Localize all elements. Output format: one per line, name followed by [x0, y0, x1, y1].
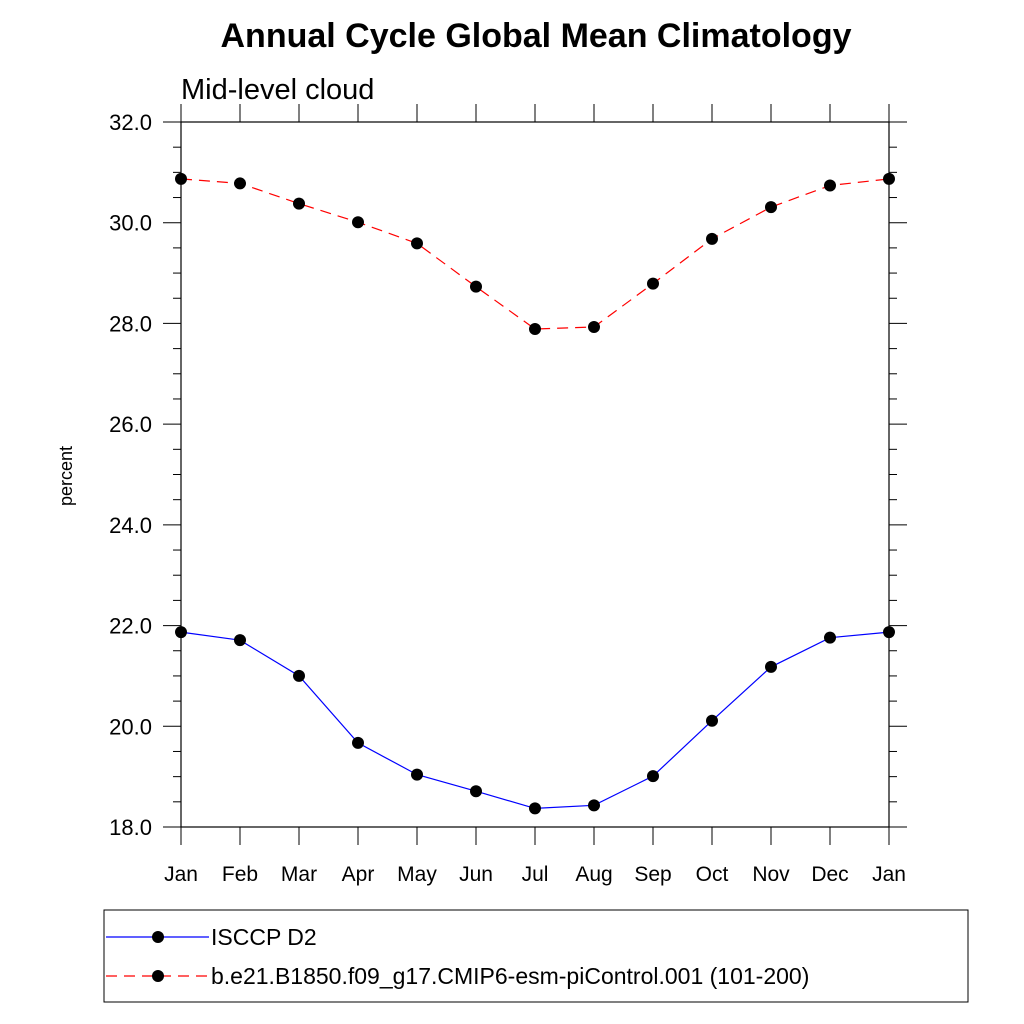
- series-1-point: [470, 785, 482, 798]
- y-tick-label: 18.0: [109, 815, 152, 840]
- series-1-point: [234, 634, 246, 647]
- y-tick-label: 20.0: [109, 714, 152, 739]
- x-tick-label: Apr: [342, 863, 375, 886]
- chart-title: Annual Cycle Global Mean Climatology: [221, 17, 852, 55]
- x-tick-label: Mar: [281, 863, 317, 886]
- x-tick-label: Jun: [459, 863, 493, 886]
- series-1-point: [824, 631, 836, 644]
- series-1-point: [706, 714, 718, 727]
- series-1-point: [588, 799, 600, 812]
- x-tick-label: Jan: [164, 863, 198, 886]
- series-1-point: [647, 770, 659, 783]
- x-tick-label: Jan: [872, 863, 906, 886]
- plot-frame: [180, 121, 890, 828]
- legend-label-1: ISCCP D2: [211, 924, 317, 950]
- x-tick-label: Nov: [752, 863, 790, 886]
- series-line-1: [180, 631, 890, 810]
- series-2-point: [588, 320, 600, 333]
- x-tick-label: Dec: [811, 863, 848, 886]
- series-2-point: [352, 216, 364, 229]
- x-tick-label: May: [397, 863, 437, 886]
- series-1-point: [352, 736, 364, 749]
- series-2-point: [293, 197, 305, 210]
- y-axis-label: percent: [56, 446, 76, 506]
- axes: 18.0 20.0 22.0 24.0 26.0 28.0 30.0 32.0 Jan Feb Ma…: [109, 104, 907, 886]
- series-2-point: [529, 322, 541, 335]
- x-tick-label: Feb: [222, 863, 258, 886]
- y-tick-label: 24.0: [109, 513, 152, 538]
- series-2-point: [647, 277, 659, 290]
- series-1-point: [293, 669, 305, 682]
- x-tick-label: Sep: [634, 863, 671, 886]
- series-1-point: [411, 768, 423, 781]
- legend: ISCCP D2 b.e21.B1850.f09_g17.CMIP6-esm-pi…: [103, 909, 969, 1003]
- series-2-point: [470, 280, 482, 293]
- x-tick-label: Aug: [575, 863, 612, 886]
- series-2-point: [234, 177, 246, 190]
- legend-marker-2: [152, 970, 164, 982]
- series-1-point: [765, 660, 777, 673]
- series-2-point: [765, 201, 777, 214]
- y-tick-label: 26.0: [109, 412, 152, 437]
- y-tick-label: 22.0: [109, 614, 152, 639]
- series-1-point: [175, 626, 187, 639]
- y-tick-label: 32.0: [109, 110, 152, 135]
- series-2-point: [824, 179, 836, 192]
- legend-box: [103, 909, 969, 1003]
- legend-marker-1: [152, 931, 164, 943]
- series-1-point: [529, 802, 541, 815]
- series-line-2: [180, 178, 890, 330]
- y-tick-label: 30.0: [109, 211, 152, 236]
- series-2-point: [883, 172, 895, 185]
- series-2-point: [175, 172, 187, 185]
- legend-label-2: b.e21.B1850.f09_g17.CMIP6-esm-piControl.…: [211, 963, 809, 989]
- series-2-point: [411, 237, 423, 250]
- series-2-point: [706, 232, 718, 245]
- x-tick-label: Oct: [696, 863, 729, 886]
- x-tick-label: Jul: [522, 863, 549, 886]
- series-1-point: [883, 626, 895, 639]
- chart-subtitle: Mid-level cloud: [181, 74, 374, 106]
- y-tick-label: 28.0: [109, 311, 152, 336]
- series-layer: [175, 172, 895, 815]
